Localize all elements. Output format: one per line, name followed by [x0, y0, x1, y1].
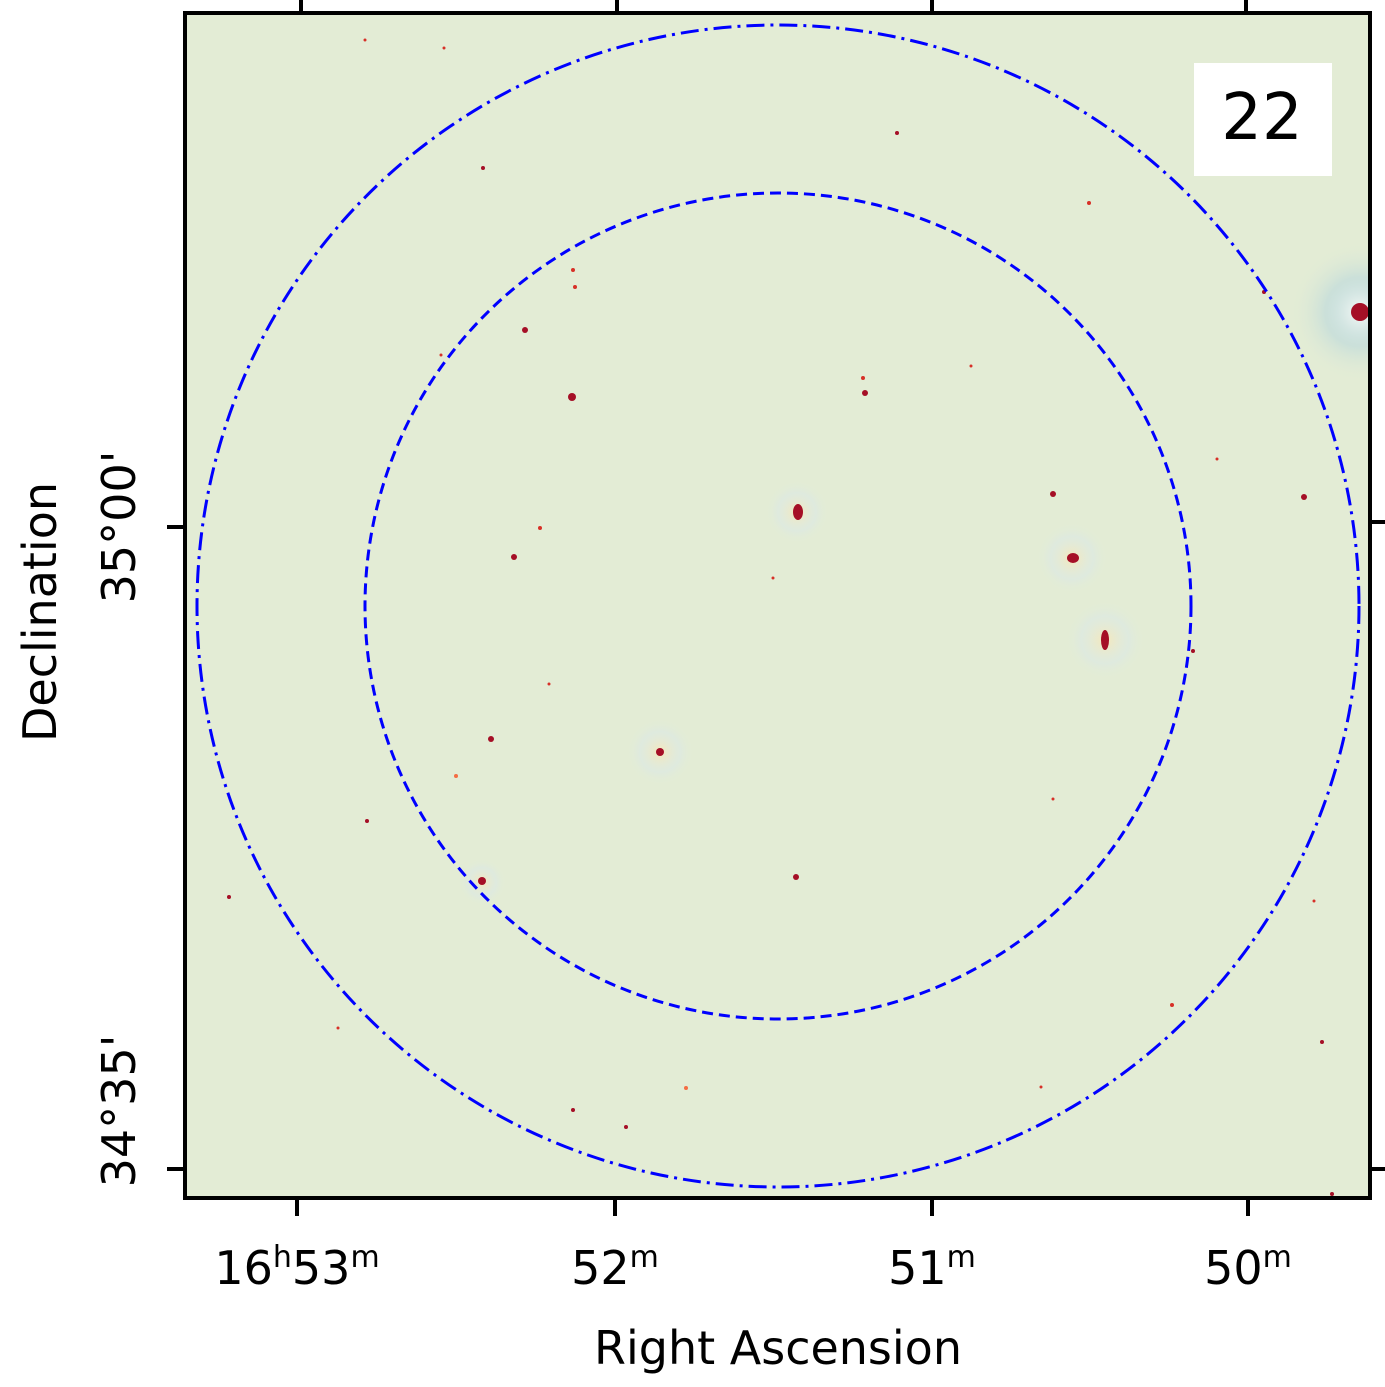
radio-source — [363, 38, 367, 42]
x-tick-label: 16h53m — [214, 1240, 379, 1295]
radio-source — [488, 736, 494, 742]
radio-source — [1087, 201, 1091, 205]
radio-source — [568, 393, 576, 401]
panel-label-box: 22 — [1194, 63, 1332, 176]
radio-source — [481, 166, 485, 170]
radio-source — [511, 554, 517, 560]
radio-source — [656, 748, 664, 756]
bright-source-halo — [1290, 242, 1370, 382]
plot-frame — [183, 11, 1372, 1200]
x-tick-labels: 16h53m 52m 51m 50m — [214, 1240, 1292, 1295]
radio-source — [624, 1125, 628, 1129]
radio-source — [1170, 1003, 1174, 1007]
sources-layer — [227, 38, 1370, 1196]
panel-label: 22 — [1221, 81, 1302, 155]
radio-source — [1312, 899, 1316, 903]
radio-source — [571, 1108, 575, 1112]
radio-source — [571, 268, 575, 272]
radio-source — [227, 895, 231, 899]
inner-circle-dashed — [363, 191, 1193, 1021]
radio-source — [895, 131, 899, 135]
radio-source — [1039, 1085, 1043, 1089]
y-axis-title: Declination — [13, 482, 67, 742]
radio-source — [793, 504, 803, 520]
radio-source — [793, 874, 799, 880]
radio-source — [1215, 457, 1219, 461]
x-tick-label: 52m — [571, 1240, 659, 1295]
y-tick-label: 34°35' — [92, 1035, 146, 1188]
radio-source — [439, 353, 443, 357]
radio-source — [442, 46, 446, 50]
x-tick-label: 50m — [1204, 1240, 1292, 1295]
radio-source — [1050, 491, 1056, 497]
radio-source — [547, 682, 551, 686]
bright-source — [1351, 303, 1369, 321]
y-ticks — [167, 520, 1385, 1171]
radio-source — [1320, 1040, 1324, 1044]
y-axis: 35°00' 34°35' Declination — [13, 451, 1385, 1188]
radio-source — [454, 774, 458, 778]
x-ticks — [295, 0, 1250, 1216]
outer-circle-dashdot — [195, 23, 1361, 1189]
plot-area: 22 — [183, 11, 1372, 1200]
radio-source — [365, 819, 369, 823]
x-tick-label: 51m — [888, 1240, 976, 1295]
x-axis: 16h53m 52m 51m 50m Right Ascension — [214, 0, 1292, 1375]
radio-source — [1301, 494, 1307, 500]
radio-source — [684, 1086, 688, 1090]
radio-source — [1330, 1192, 1334, 1196]
radio-source — [771, 576, 775, 580]
panel-label-background — [1194, 63, 1332, 176]
radio-source — [969, 364, 973, 368]
image-background — [185, 13, 1370, 1198]
y-tick-labels: 35°00' 34°35' — [92, 451, 146, 1188]
radio-source — [522, 327, 528, 333]
radio-source — [862, 390, 868, 396]
radio-source — [1051, 797, 1055, 801]
field-circles — [195, 23, 1361, 1189]
radio-source — [1191, 649, 1195, 653]
radio-source — [861, 376, 865, 380]
x-axis-title: Right Ascension — [594, 1321, 962, 1375]
y-tick-label: 35°00' — [92, 451, 146, 604]
radio-source — [478, 877, 486, 885]
radio-source — [538, 526, 542, 530]
radio-source — [336, 1026, 340, 1030]
radio-source — [573, 285, 577, 289]
radio-source — [1067, 553, 1079, 563]
radio-source — [1101, 630, 1109, 650]
